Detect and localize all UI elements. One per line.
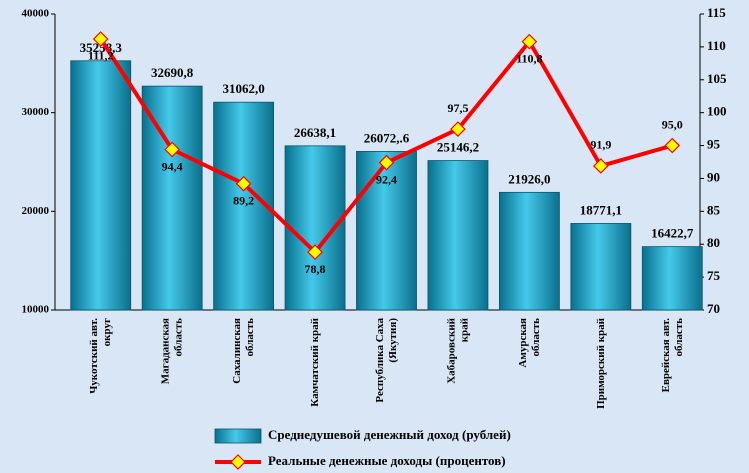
line-marker (592, 158, 609, 174)
bar (141, 85, 203, 311)
y2-tick-label: 110 (707, 38, 726, 53)
bar-value-label: 25146,2 (437, 140, 479, 155)
line-marker (378, 154, 395, 171)
x-tick-label: Хабаровскийкрай (445, 317, 470, 383)
legend-marker (230, 454, 246, 470)
x-tick-label: Республика Саха(Якутия) (374, 318, 399, 403)
bar (570, 223, 632, 311)
x-tick-label: Еврейская авт.область (659, 318, 684, 393)
y2-tick-label: 70 (707, 301, 720, 316)
line-value-label: 92,4 (376, 172, 397, 186)
x-tick-label: Камчатский край (309, 317, 321, 406)
line-value-label: 110,8 (516, 51, 542, 65)
line-marker (92, 31, 109, 47)
line-value-label: 97,5 (447, 101, 468, 115)
y-tick-label: 20000 (22, 205, 50, 217)
bar (213, 101, 275, 311)
bar (70, 60, 132, 311)
line-value-label: 94,4 (162, 159, 183, 173)
bar-value-label: 32690,8 (151, 65, 194, 80)
legend-swatch (214, 428, 262, 444)
bar-value-label: 31062,0 (222, 81, 264, 96)
line-marker (521, 33, 538, 50)
bar-value-label: 21926,0 (508, 171, 550, 186)
x-tick-label: Приморский край (594, 317, 606, 409)
line-marker (450, 121, 466, 137)
line-value-label: 78,8 (305, 262, 326, 276)
y2-tick-label: 90 (707, 169, 720, 184)
y-tick-label: 30000 (22, 106, 50, 118)
bar (356, 151, 417, 311)
y-tick-label: 10000 (22, 304, 50, 316)
line-value-label: 91,9 (590, 138, 611, 152)
y-tick-label: 40000 (22, 8, 50, 20)
y2-tick-label: 115 (707, 5, 726, 20)
line-marker (235, 175, 252, 192)
x-tick-label: Чукотский авт.округ (88, 318, 113, 394)
y2-tick-label: 80 (707, 235, 720, 250)
y2-tick-label: 75 (707, 268, 721, 283)
x-tick-label: Сахалинскаяобласть (231, 318, 256, 384)
bar-value-label: 16422,7 (651, 226, 694, 241)
legend-label: Среднедушевой денежный доход (рублей) (268, 427, 511, 442)
bar-value-label: 26072,.6 (364, 130, 410, 145)
line-marker (164, 141, 181, 158)
line-value-label: 89,2 (233, 193, 254, 207)
x-tick-label: Магаданскаяобласть (159, 318, 184, 384)
bar-value-label: 18771,1 (580, 202, 622, 217)
line-value-label: 95,0 (662, 117, 683, 131)
bar (641, 246, 703, 311)
line-value-label: 111,2 (88, 49, 114, 63)
line-marker (664, 137, 681, 154)
bar (498, 191, 560, 311)
y2-tick-label: 105 (707, 71, 727, 86)
y2-tick-label: 85 (707, 202, 721, 217)
line-marker (307, 244, 323, 260)
bar-value-label: 26638,1 (294, 125, 336, 140)
y2-tick-label: 100 (707, 104, 727, 119)
y2-tick-label: 95 (707, 137, 721, 152)
legend-label: Реальные денежные доходы (процентов) (268, 453, 506, 468)
bar-value-label: 35258,3 (80, 40, 123, 55)
bar (427, 160, 489, 311)
x-tick-label: Амурскаяобласть (516, 318, 541, 368)
